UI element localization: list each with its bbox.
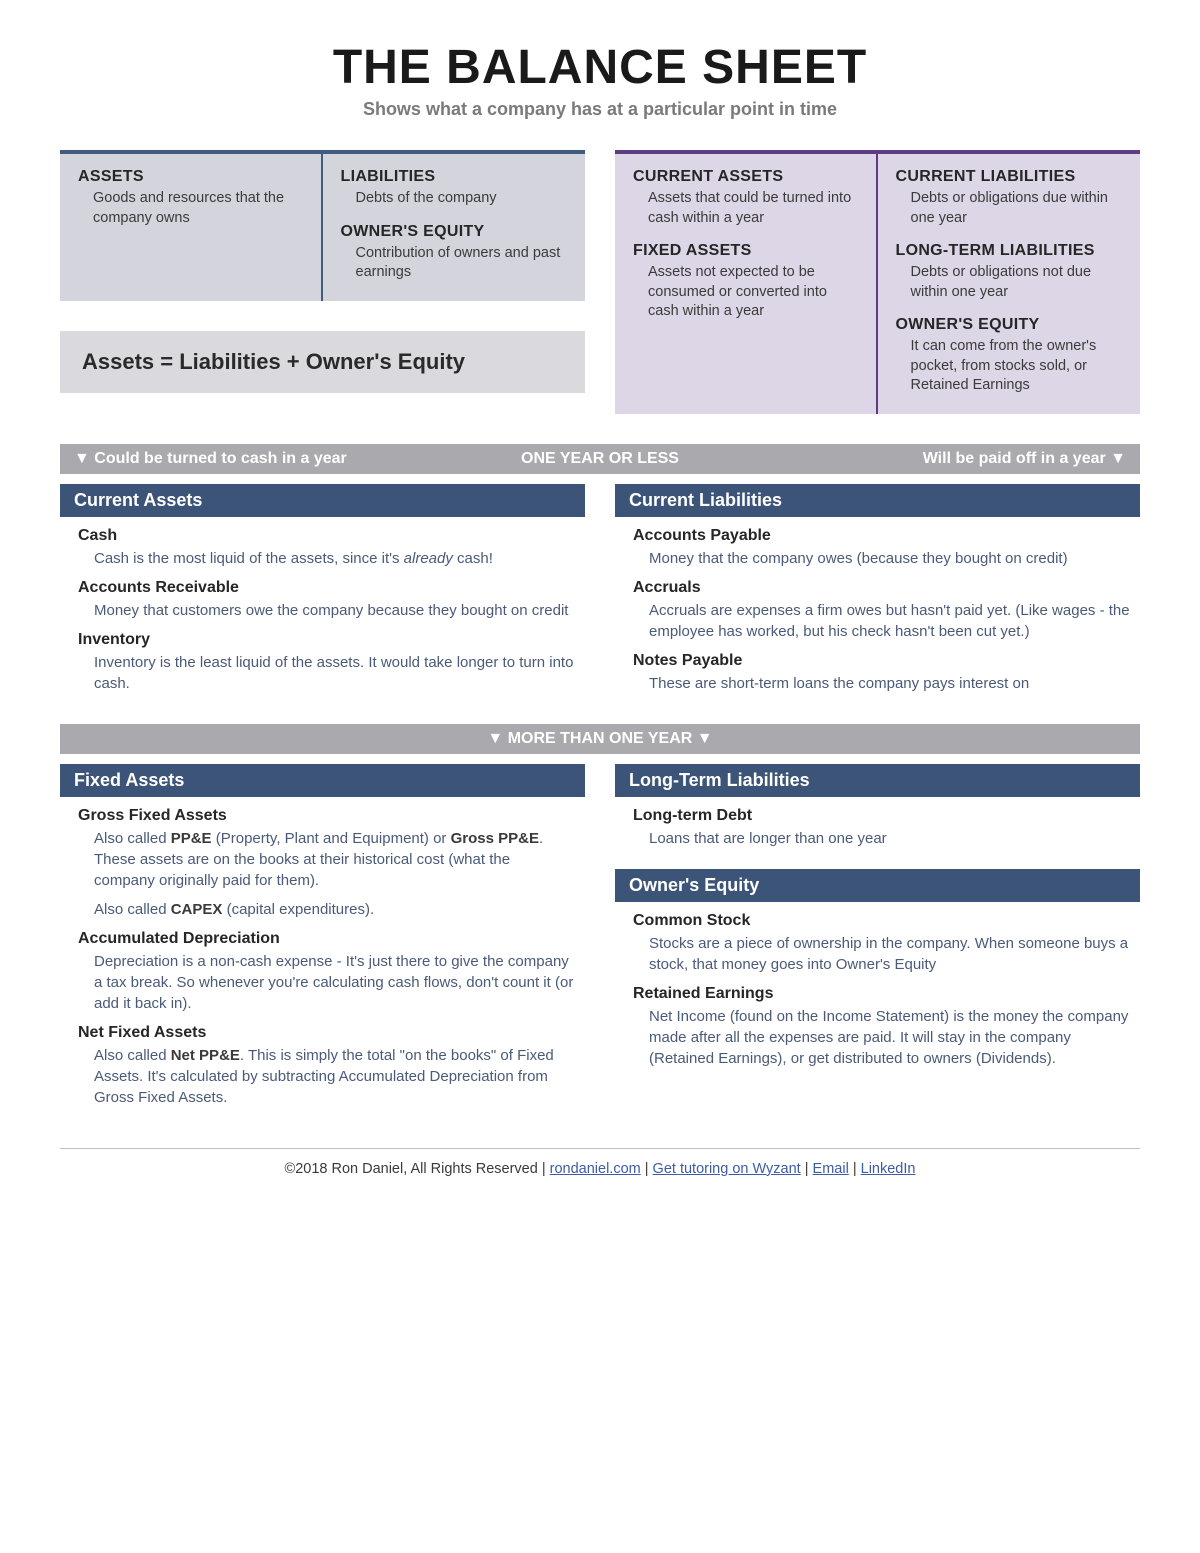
accruals-head: Accruals — [633, 579, 1130, 597]
band1-right: Will be paid off in a year — [679, 450, 1126, 468]
fixed-assets-body: Assets not expected to be consumed or co… — [633, 263, 858, 322]
ltd-head: Long-term Debt — [633, 807, 1130, 825]
inventory-body: Inventory is the least liquid of the ass… — [78, 652, 575, 694]
common-stock-body: Stocks are a piece of ownership in the c… — [633, 933, 1130, 975]
current-liabilities-title: Current Liabilities — [615, 484, 1140, 517]
footer-link-email[interactable]: Email — [813, 1161, 849, 1177]
assets-body: Goods and resources that the company own… — [78, 189, 303, 228]
owners-equity-title: Owner's Equity — [615, 869, 1140, 902]
current-liabilities-body: Debts or obligations due within one year — [896, 189, 1123, 228]
inventory-head: Inventory — [78, 631, 575, 649]
current-assets-body: Assets that could be turned into cash wi… — [633, 189, 858, 228]
long-term-liabilities-head: LONG-TERM LIABILITIES — [896, 242, 1123, 260]
page-title: THE BALANCE SHEET — [60, 40, 1140, 95]
ap-body: Money that the company owes (because the… — [633, 548, 1130, 569]
depr-head: Accumulated Depreciation — [78, 930, 575, 948]
one-year-band: Could be turned to cash in a year ONE YE… — [60, 444, 1140, 474]
ltd-body: Loans that are longer than one year — [633, 828, 1130, 849]
ar-body: Money that customers owe the company bec… — [78, 600, 575, 621]
definitions-grid: ASSETS Goods and resources that the comp… — [60, 150, 1140, 414]
owners-equity2-head: OWNER'S EQUITY — [896, 316, 1123, 334]
notes-head: Notes Payable — [633, 652, 1130, 670]
accounting-equation: Assets = Liabilities + Owner's Equity — [60, 331, 585, 393]
retained-head: Retained Earnings — [633, 985, 1130, 1003]
liabilities-head: LIABILITIES — [341, 168, 568, 186]
fixed-assets-head: FIXED ASSETS — [633, 242, 858, 260]
band2-mid: MORE THAN ONE YEAR — [487, 730, 712, 748]
ap-head: Accounts Payable — [633, 527, 1130, 545]
basic-definitions: ASSETS Goods and resources that the comp… — [60, 150, 585, 301]
expanded-definitions: CURRENT ASSETS Assets that could be turn… — [615, 150, 1140, 414]
assets-head: ASSETS — [78, 168, 303, 186]
band1-mid: ONE YEAR OR LESS — [521, 450, 679, 468]
cash-body: Cash is the most liquid of the assets, s… — [78, 548, 575, 569]
footer-link-linkedin[interactable]: LinkedIn — [861, 1161, 916, 1177]
depr-body: Depreciation is a non-cash expense - It'… — [78, 951, 575, 1014]
owners-equity-head: OWNER'S EQUITY — [341, 223, 568, 241]
notes-body: These are short-term loans the company p… — [633, 673, 1130, 694]
band1-left: Could be turned to cash in a year — [74, 450, 521, 468]
long-term-liabilities-title: Long-Term Liabilities — [615, 764, 1140, 797]
accruals-body: Accruals are expenses a firm owes but ha… — [633, 600, 1130, 642]
liabilities-body: Debts of the company — [341, 189, 568, 209]
long-term-liabilities-body: Debts or obligations not due within one … — [896, 263, 1123, 302]
cash-head: Cash — [78, 527, 575, 545]
page-subtitle: Shows what a company has at a particular… — [60, 99, 1140, 120]
footer-link-site[interactable]: rondaniel.com — [550, 1161, 641, 1177]
owners-equity-body: Contribution of owners and past earnings — [341, 244, 568, 283]
fixed-assets-title: Fixed Assets — [60, 764, 585, 797]
ar-head: Accounts Receivable — [78, 579, 575, 597]
footer-link-tutoring[interactable]: Get tutoring on Wyzant — [653, 1161, 801, 1177]
footer: ©2018 Ron Daniel, All Rights Reserved | … — [60, 1148, 1140, 1177]
net-fixed-head: Net Fixed Assets — [78, 1024, 575, 1042]
net-fixed-body: Also called Net PP&E. This is simply the… — [78, 1045, 575, 1108]
gross-fixed-head: Gross Fixed Assets — [78, 807, 575, 825]
current-assets-head: CURRENT ASSETS — [633, 168, 858, 186]
gross-fixed-body2: Also called CAPEX (capital expenditures)… — [78, 899, 575, 920]
retained-body: Net Income (found on the Income Statemen… — [633, 1006, 1130, 1069]
gross-fixed-body1: Also called PP&E (Property, Plant and Eq… — [78, 828, 575, 891]
footer-copyright: ©2018 Ron Daniel, All Rights Reserved | — [285, 1161, 550, 1177]
common-stock-head: Common Stock — [633, 912, 1130, 930]
more-than-one-year-band: MORE THAN ONE YEAR — [60, 724, 1140, 754]
current-assets-title: Current Assets — [60, 484, 585, 517]
owners-equity2-body: It can come from the owner's pocket, fro… — [896, 337, 1123, 396]
current-liabilities-head: CURRENT LIABILITIES — [896, 168, 1123, 186]
